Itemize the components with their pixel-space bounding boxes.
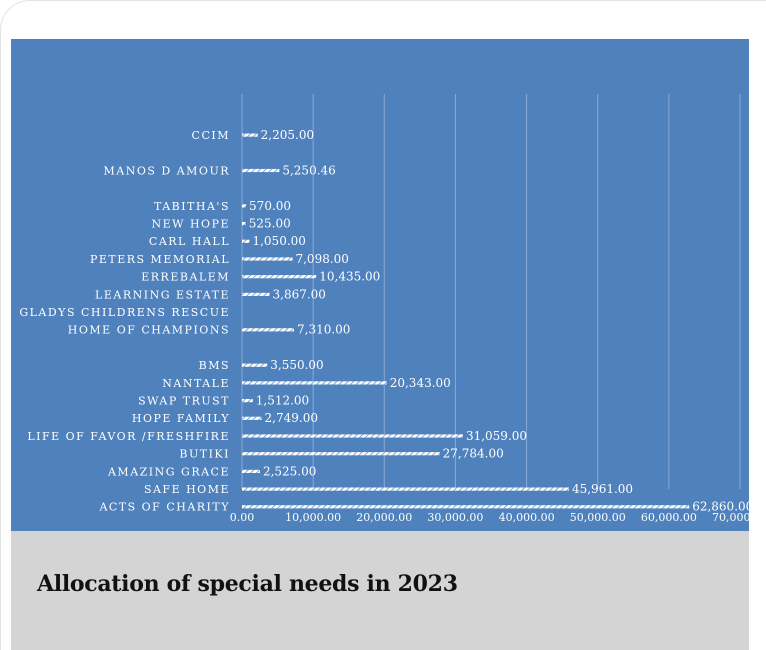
category-label: NANTALE [162,377,230,390]
bar [242,469,260,473]
x-tick-label: 10,000.00 [285,511,341,524]
value-label: 1,512.00 [256,394,309,408]
x-tick-label: 50,000.00 [570,511,626,524]
bar [242,416,262,420]
value-label: 27,784.00 [443,447,504,461]
category-label: ACTS OF CHARITY [98,501,230,514]
category-labels: CCIM MANOS D AMOUR TABITHA'S NEW HOPE CARL H… [19,129,231,514]
x-tick-label: 20,000.00 [356,511,412,524]
bar-chart: CCIM MANOS D AMOUR TABITHA'S NEW HOPE CARL H… [19,94,749,524]
x-tick-label: 40,000.00 [499,511,555,524]
bar [242,505,690,509]
value-label: 31,059.00 [466,429,527,443]
category-label: ERREBALEM [141,271,230,284]
category-label: BMS [199,359,230,372]
bars [242,133,690,509]
bar [242,399,253,403]
x-tick-label: 30,000.00 [427,511,483,524]
category-label: GLADYS CHILDRENS RESCUE [19,306,230,319]
bar [242,487,569,491]
category-label: MANOS D AMOUR [104,164,230,177]
value-label: 20,343.00 [390,376,451,390]
category-label: LIFE OF FAVOR /FRESHFIRE [27,430,230,443]
x-axis-ticks: 0.00 10,000.00 20,000.00 30,000.00 40,000.00… [230,511,749,524]
bar [242,434,463,438]
value-label: 10,435.00 [319,270,380,284]
chart-caption: Allocation of special needs in 2023 [37,571,458,597]
x-tick-label: 0.00 [230,511,255,524]
value-label: 7,098.00 [295,252,348,266]
value-label: 2,205.00 [261,128,314,142]
value-label: 2,749.00 [265,411,318,425]
category-label: CCIM [192,129,230,142]
bar [242,363,268,367]
category-label: CARL HALL [149,235,230,248]
value-label: 570.00 [249,199,291,213]
bar [242,168,280,173]
category-label: LEARNING ESTATE [95,288,230,301]
category-label: HOPE FAMILY [132,412,230,425]
value-label: 5,250.46 [282,163,335,177]
bar [242,292,270,296]
chart-panel: CCIM MANOS D AMOUR TABITHA'S NEW HOPE CARL H… [11,39,749,531]
x-tick-label: 60,000.00 [641,511,697,524]
bar [242,204,247,208]
bar [242,381,387,385]
category-label: PETERS MEMORIAL [90,253,230,266]
value-label: 62,860.00 [692,500,749,514]
value-labels: 2,205.00 5,250.46 570.00 525.00 1,050.00 7,09… [249,128,749,514]
bar [242,452,440,456]
category-label: HOME OF CHAMPIONS [68,324,230,337]
category-label: SAFE HOME [144,483,230,496]
value-label: 3,550.00 [270,358,323,372]
category-label: AMAZING GRACE [107,465,230,478]
x-tick-label: 70,000.00 [712,511,749,524]
bar [242,328,295,332]
bar [242,222,246,226]
category-label: NEW HOPE [152,218,231,231]
bar [242,275,317,279]
bar [242,257,293,261]
value-label: 1,050.00 [252,234,305,248]
value-label: 7,310.00 [297,323,350,337]
category-label: SWAP TRUST [138,395,230,408]
caption-panel: Allocation of special needs in 2023 [11,531,749,650]
value-label: 525.00 [249,217,291,231]
bar [242,239,250,243]
value-label: 3,867.00 [273,287,326,301]
category-label: BUTIKI [179,448,230,461]
value-label: 45,961.00 [572,482,633,496]
bar [242,133,258,137]
value-label: 2,525.00 [263,464,316,478]
category-label: TABITHA'S [154,200,230,213]
gridlines [241,94,741,489]
